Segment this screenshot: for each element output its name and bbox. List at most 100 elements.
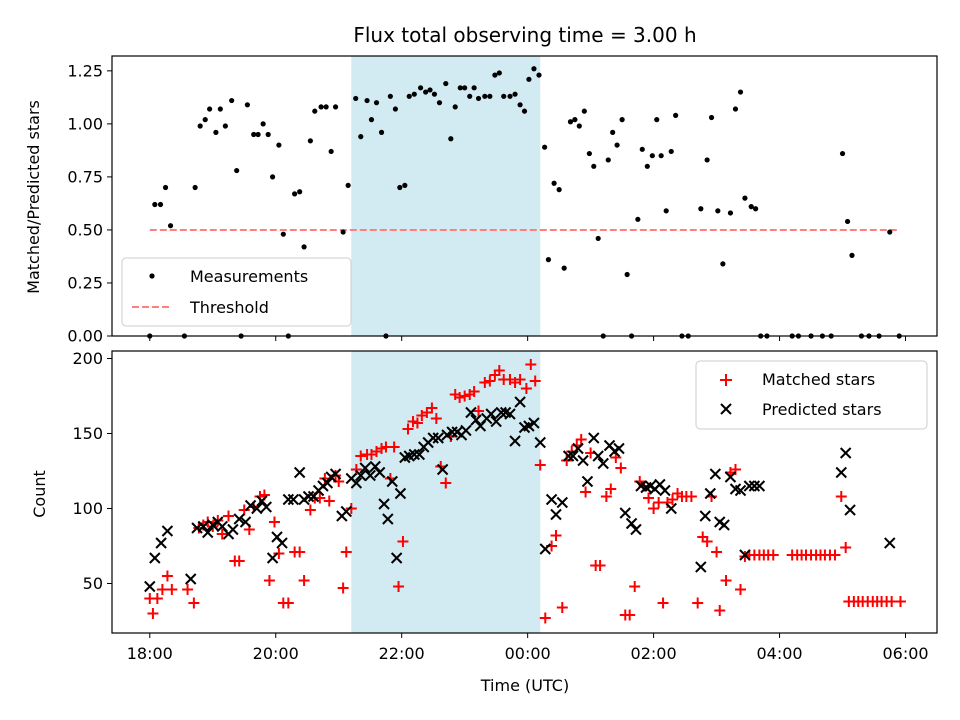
matched-point (459, 390, 471, 402)
matched-point (454, 392, 466, 403)
matched-point (166, 584, 178, 595)
y-tick-label: 150 (72, 424, 103, 443)
matched-point (273, 548, 285, 559)
matched-point (182, 584, 194, 595)
matched-point (337, 582, 349, 594)
matched-point (514, 374, 526, 385)
measurement-point (536, 72, 542, 78)
matched-point (268, 516, 280, 528)
matched-point (643, 492, 655, 504)
measurement-point (364, 97, 370, 104)
shaded-span (351, 56, 541, 336)
matched-point (666, 494, 678, 505)
predicted-point (155, 537, 167, 549)
predicted-point (630, 523, 642, 536)
measurement-point (297, 189, 303, 195)
top-y-axis-label: Matched/Predicted stars (24, 100, 43, 294)
matched-point (397, 536, 409, 547)
matched-point (473, 405, 485, 417)
measurement-point (197, 123, 203, 129)
predicted-point (550, 508, 562, 521)
predicted-point (460, 424, 472, 437)
measurement-point (157, 201, 164, 208)
predicted-point (197, 520, 210, 533)
matched-point (282, 597, 294, 609)
legend-predicted-label: Predicted stars (762, 400, 882, 419)
legend-measurements-marker (149, 273, 155, 279)
measurement-point (353, 95, 359, 102)
y-tick-label: 100 (72, 499, 103, 518)
measurement-point (213, 129, 219, 135)
predicted-point (244, 499, 257, 512)
matched-point (615, 462, 627, 474)
measurement-point (443, 80, 449, 87)
measurement-point (610, 129, 616, 135)
matched-point (156, 584, 168, 595)
matched-point (350, 464, 362, 475)
predicted-point (695, 561, 707, 573)
predicted-point (340, 505, 352, 518)
measurement-point (255, 131, 261, 138)
bottom-legend: Matched stars Predicted stars (695, 360, 928, 430)
predicted-point (161, 525, 174, 537)
measurement-point (234, 167, 240, 174)
x-tick-label: 18:00 (127, 644, 173, 663)
legend-predicted-marker (720, 403, 732, 415)
matched-point (520, 383, 532, 394)
predicted-point (581, 475, 594, 488)
matched-point (151, 593, 163, 604)
measurement-point (368, 117, 375, 123)
predicted-point (382, 513, 394, 525)
matched-point (233, 555, 245, 567)
matched-point (624, 609, 636, 621)
measurement-point (423, 89, 429, 95)
y-tick-label: 0.00 (67, 327, 103, 346)
predicted-point (835, 466, 847, 479)
bottom-y-axis-label: Count (30, 470, 49, 518)
y-tick-label: 0.50 (67, 220, 103, 239)
measurement-point (448, 136, 454, 142)
y-tick-label: 1.00 (67, 114, 103, 133)
measurement-point (727, 210, 734, 216)
matched-point (550, 530, 562, 541)
predicted-point (321, 477, 334, 489)
measurement-point (475, 95, 482, 102)
predicted-point (373, 466, 386, 479)
matched-point (426, 402, 438, 414)
predicted-point (282, 493, 295, 506)
measurement-point (649, 153, 655, 159)
measurement-point (839, 150, 846, 157)
matched-point (714, 605, 726, 616)
measurement-point (467, 93, 473, 99)
y-tick-label: 0.25 (67, 273, 103, 292)
measurement-point (576, 123, 582, 129)
matched-point (430, 413, 442, 424)
measurement-point (720, 261, 726, 267)
predicted-point (588, 432, 600, 444)
y-tick-label: 50 (83, 574, 103, 593)
predicted-point (432, 432, 444, 444)
measurement-point (397, 184, 403, 191)
predicted-point (144, 580, 156, 593)
predicted-point (495, 406, 507, 419)
measurement-point (392, 106, 398, 112)
predicted-point (355, 469, 367, 482)
measurement-point (849, 252, 855, 258)
measurement-point (844, 218, 851, 225)
measurement-point (269, 174, 276, 180)
predicted-point (592, 450, 604, 462)
measurement-point (545, 257, 552, 263)
measurement-point (402, 182, 408, 188)
predicted-point (251, 502, 263, 515)
x-tick-label: 02:00 (631, 644, 677, 663)
measurement-point (462, 85, 468, 91)
predicted-point (233, 513, 245, 525)
predicted-point (718, 519, 730, 531)
x-tick-label: 04:00 (757, 644, 803, 663)
measurement-point (496, 70, 502, 76)
measurement-point (561, 265, 567, 271)
measurement-point (345, 182, 351, 188)
measurement-point (431, 91, 438, 97)
predicted-point (436, 463, 449, 476)
predicted-point (413, 448, 426, 461)
